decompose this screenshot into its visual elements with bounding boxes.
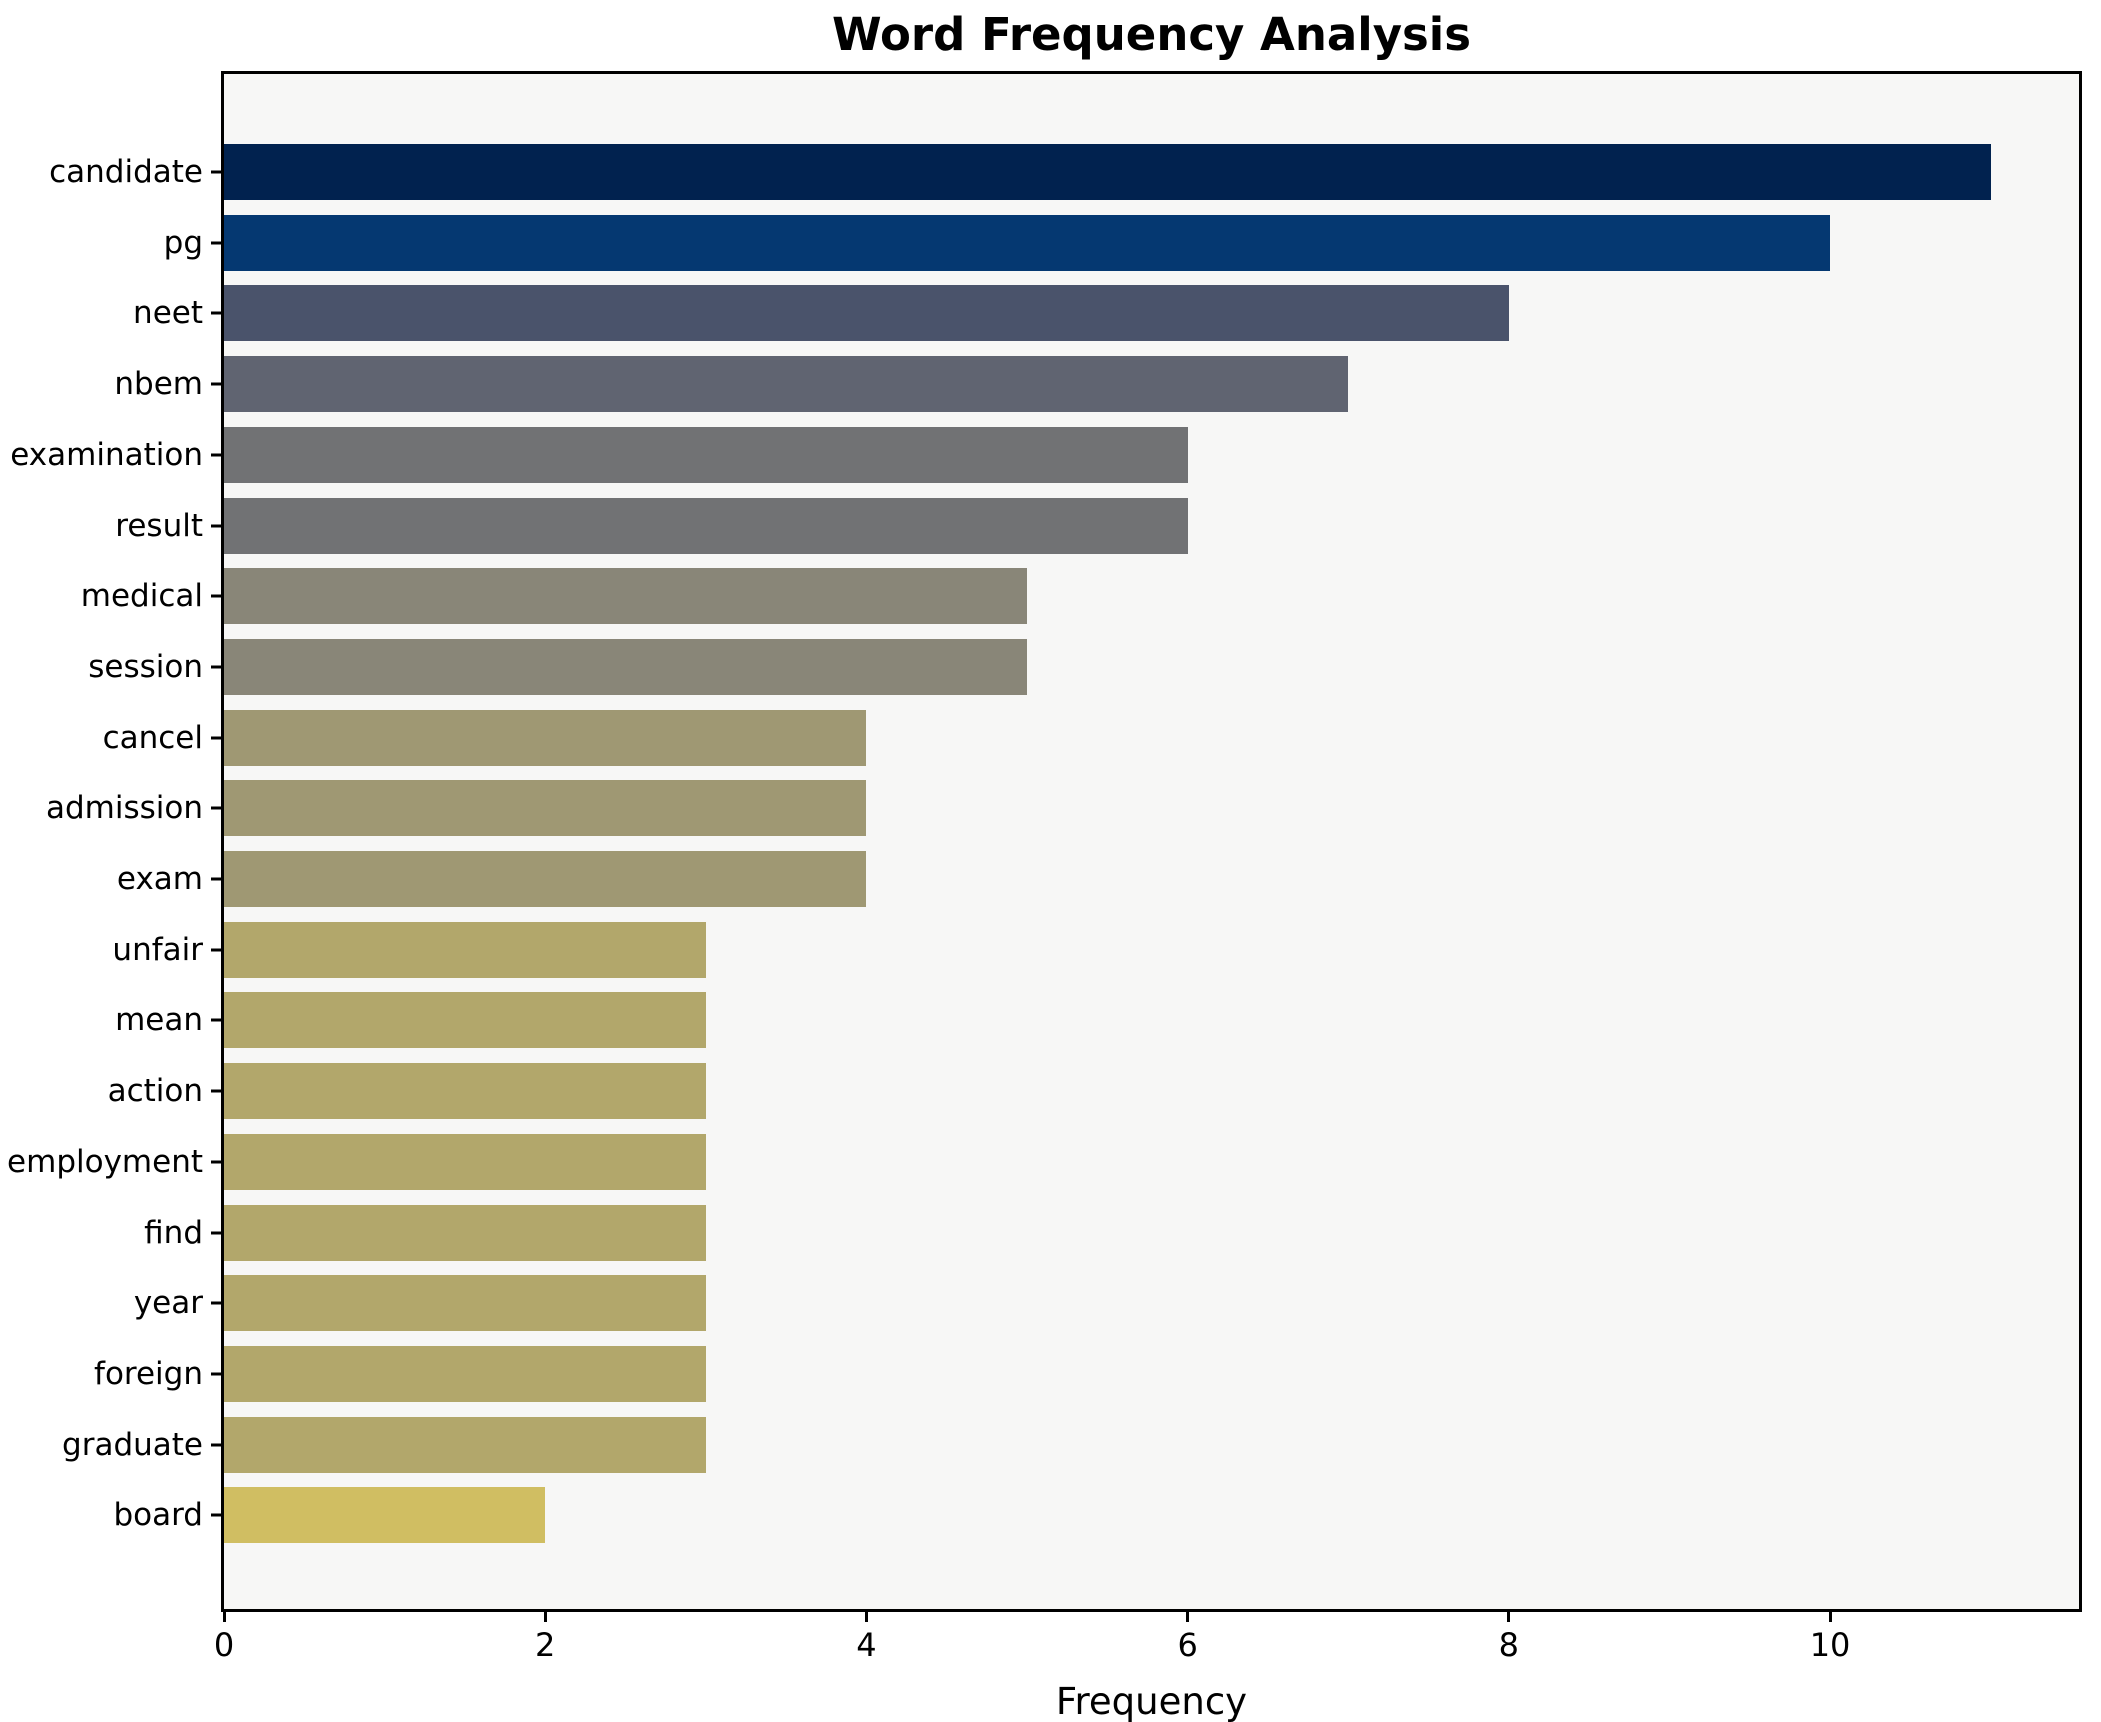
bar-candidate — [224, 144, 1991, 200]
y-tick-label: session — [88, 648, 203, 685]
x-tick-mark — [1186, 1612, 1190, 1622]
x-tick-label: 4 — [856, 1626, 877, 1664]
x-tick-label: 8 — [1498, 1626, 1520, 1664]
y-tick-mark — [211, 1301, 221, 1305]
y-tick-mark — [211, 170, 221, 174]
bar-cancel — [224, 709, 867, 766]
y-tick-mark — [211, 524, 221, 527]
y-tick-mark — [211, 241, 221, 245]
bar-action — [224, 1063, 706, 1120]
bar-medical — [224, 568, 1028, 625]
y-tick-mark — [211, 311, 221, 315]
bar-employment — [224, 1133, 706, 1190]
bar-nbem — [224, 356, 1349, 413]
y-tick-mark — [211, 594, 221, 598]
x-tick-mark — [864, 1612, 868, 1622]
y-tick-label: find — [144, 1214, 203, 1251]
y-tick-label: foreign — [94, 1355, 203, 1392]
y-tick-mark — [211, 382, 221, 386]
x-tick-label: 2 — [535, 1626, 556, 1664]
y-tick-mark — [211, 877, 221, 881]
bar-year — [224, 1275, 706, 1332]
y-tick-label: board — [113, 1497, 203, 1534]
y-tick-mark — [211, 1231, 221, 1234]
y-tick-label: action — [107, 1073, 203, 1110]
y-tick-mark — [211, 948, 221, 952]
y-tick-label: year — [133, 1285, 203, 1322]
bar-mean — [224, 992, 706, 1049]
y-tick-label: exam — [116, 861, 203, 897]
x-tick-mark — [1828, 1612, 1832, 1622]
y-tick-label: neet — [133, 295, 203, 332]
y-tick-label: candidate — [49, 154, 203, 190]
bar-admission — [224, 780, 867, 837]
y-tick-label: result — [115, 507, 203, 544]
bar-session — [224, 638, 1028, 695]
plot-area — [221, 71, 2082, 1612]
x-tick-mark — [543, 1612, 547, 1622]
y-tick-label: medical — [80, 578, 203, 615]
y-tick-mark — [211, 1372, 221, 1376]
bar-foreign — [224, 1345, 706, 1402]
bar-neet — [224, 285, 1509, 342]
y-tick-label: unfair — [112, 931, 203, 968]
y-tick-mark — [211, 806, 221, 810]
x-tick-label: 0 — [213, 1626, 235, 1664]
y-tick-label: graduate — [62, 1426, 203, 1463]
y-tick-label: admission — [45, 790, 203, 827]
y-tick-label: pg — [163, 224, 203, 261]
y-tick-label: mean — [115, 1002, 203, 1039]
bar-pg — [224, 214, 1831, 271]
y-tick-mark — [211, 1443, 221, 1447]
y-tick-label: nbem — [114, 366, 203, 403]
y-tick-label: cancel — [102, 719, 203, 756]
chart-title: Word Frequency Analysis — [831, 8, 1472, 61]
y-tick-mark — [211, 1513, 221, 1517]
y-tick-mark — [211, 736, 221, 740]
bar-graduate — [224, 1416, 706, 1473]
y-tick-mark — [211, 1160, 221, 1164]
x-tick-mark — [1507, 1612, 1511, 1622]
bar-board — [224, 1487, 546, 1544]
y-tick-mark — [211, 665, 221, 669]
y-tick-mark — [211, 1089, 221, 1093]
bar-unfair — [224, 921, 706, 978]
x-tick-label: 10 — [1809, 1626, 1851, 1664]
bar-exam — [224, 851, 867, 907]
x-tick-mark — [222, 1612, 226, 1622]
x-tick-label: 6 — [1177, 1626, 1198, 1664]
bar-examination — [224, 426, 1188, 483]
y-tick-label: examination — [10, 436, 203, 473]
bar-result — [224, 497, 1188, 554]
y-tick-mark — [211, 453, 221, 457]
x-axis-title: Frequency — [1055, 1680, 1248, 1722]
y-tick-label: employment — [7, 1143, 203, 1180]
y-tick-mark — [211, 1018, 221, 1022]
bar-find — [224, 1204, 706, 1261]
